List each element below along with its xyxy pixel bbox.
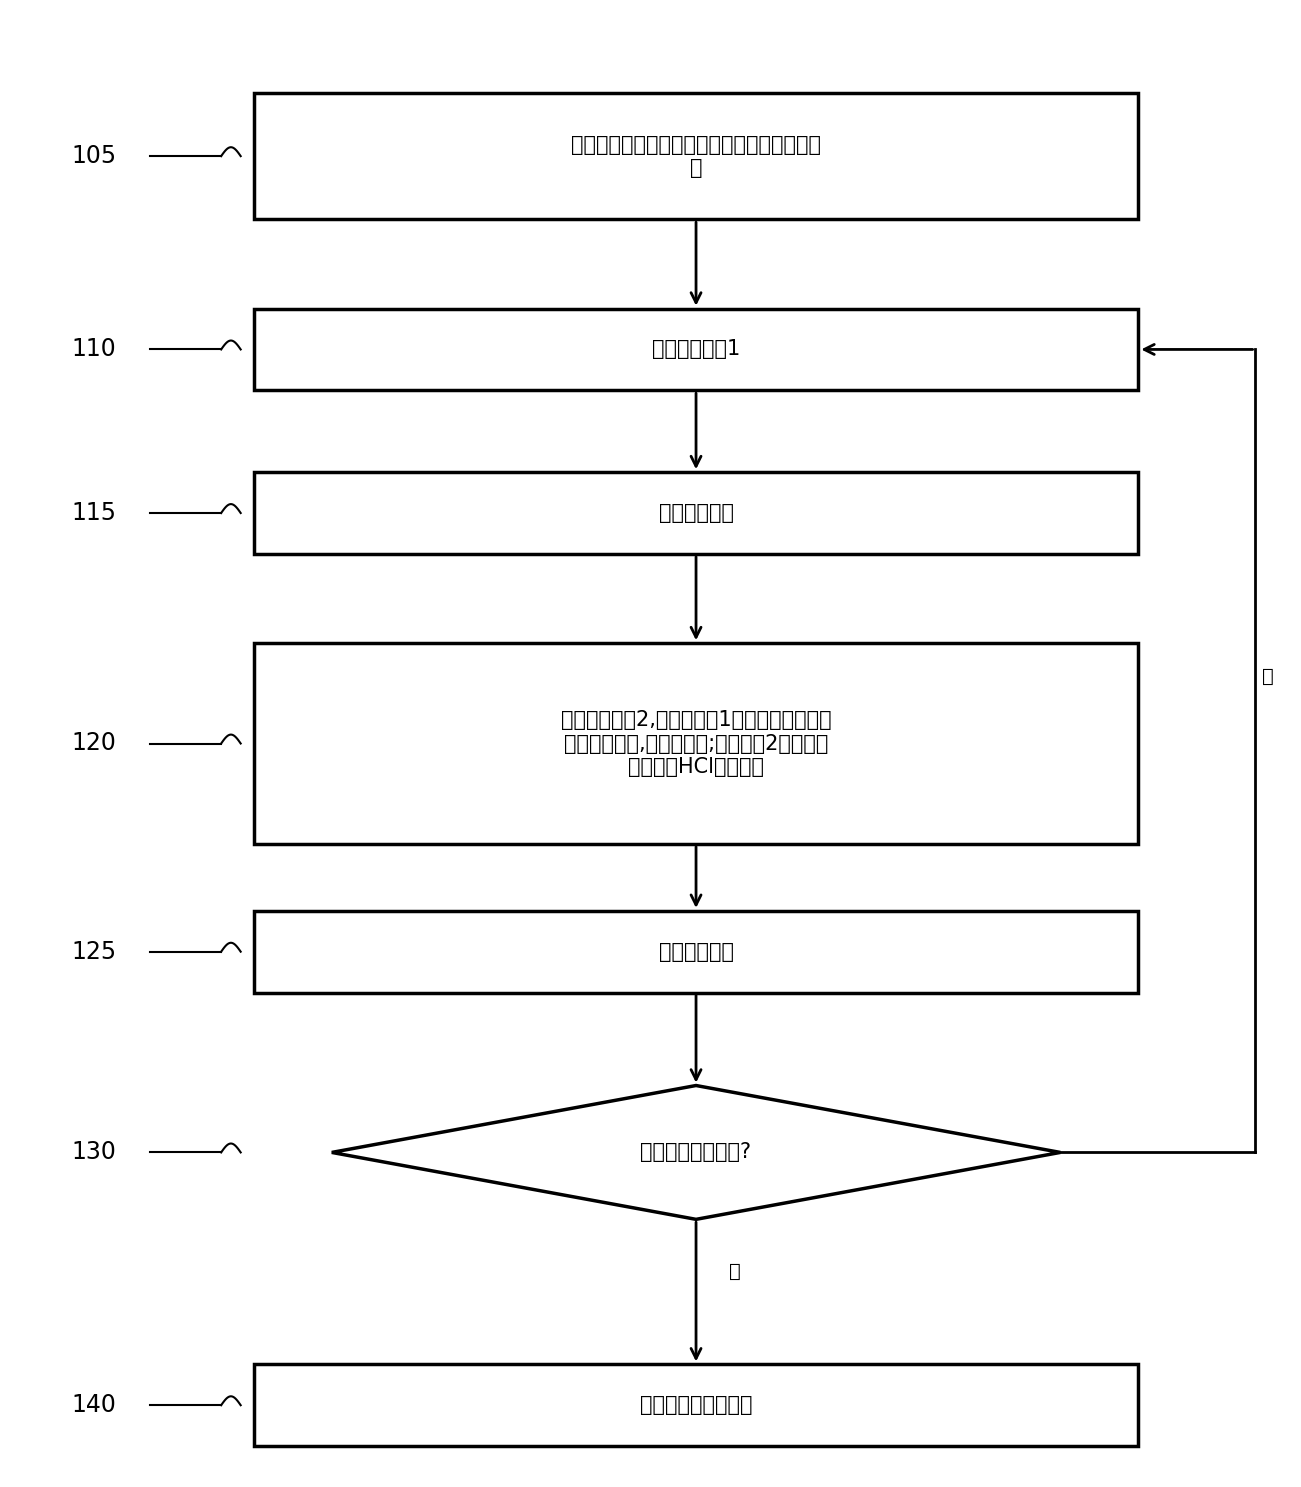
Text: 115: 115	[72, 501, 117, 525]
Text: 140: 140	[72, 1393, 116, 1417]
Text: 130: 130	[72, 1141, 116, 1164]
Text: 完成原千层淀积工艺: 完成原千层淀积工艺	[640, 1395, 752, 1416]
Text: 通入吹洗气体: 通入吹洗气体	[658, 503, 734, 523]
Text: 105: 105	[72, 144, 117, 168]
Text: 通入吹洗气体: 通入吹洗气体	[658, 941, 734, 962]
Polygon shape	[332, 1086, 1060, 1219]
Text: 是否达到要求厚度?: 是否达到要求厚度?	[640, 1142, 752, 1163]
Text: 125: 125	[72, 940, 117, 964]
Text: 否: 否	[1262, 668, 1274, 686]
Text: 120: 120	[72, 732, 116, 755]
FancyBboxPatch shape	[254, 910, 1138, 993]
FancyBboxPatch shape	[254, 1365, 1138, 1445]
Text: 准备一张由硅晶圆及图形化二氧化硅组成的衬
底: 准备一张由硅晶圆及图形化二氧化硅组成的衬 底	[571, 134, 821, 178]
Text: 是: 是	[729, 1262, 740, 1280]
FancyBboxPatch shape	[254, 92, 1138, 219]
FancyBboxPatch shape	[254, 308, 1138, 390]
Text: 通入反应前体2,跟反应前体1与衬底反应得到的
表面发生反应,形成硅薄膜;反应前体2中将混入
一种含有HCl的的气源: 通入反应前体2,跟反应前体1与衬底反应得到的 表面发生反应,形成硅薄膜;反应前体…	[561, 711, 831, 776]
Text: 通入反应前体1: 通入反应前体1	[652, 339, 740, 360]
Text: 110: 110	[72, 338, 116, 361]
FancyBboxPatch shape	[254, 471, 1138, 553]
FancyBboxPatch shape	[254, 642, 1138, 845]
